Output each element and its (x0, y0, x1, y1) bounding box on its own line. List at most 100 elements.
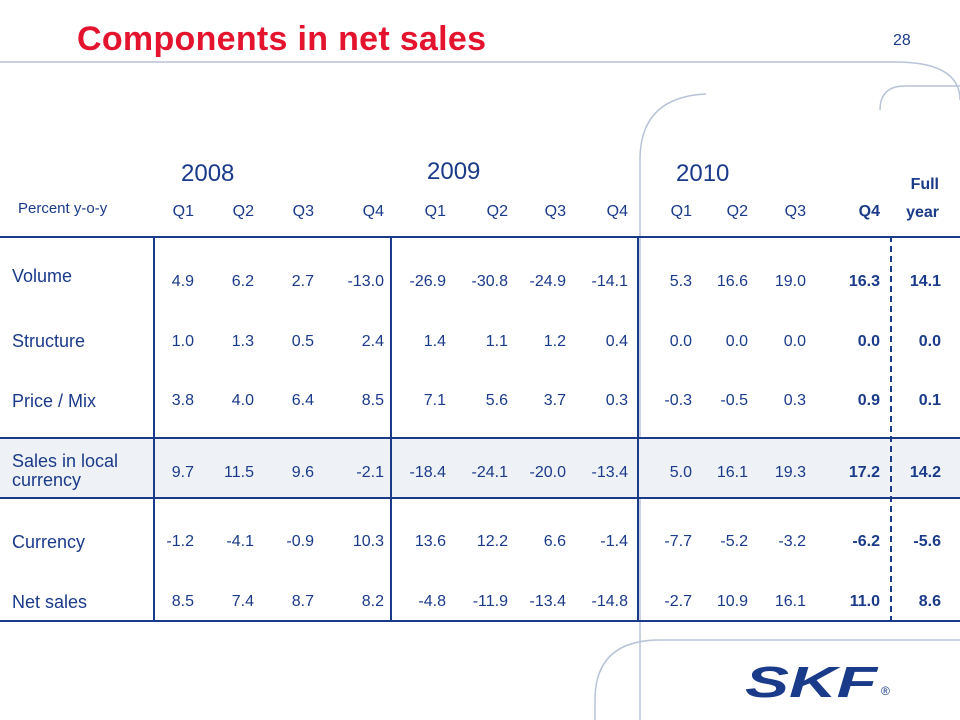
full-year-header-line2: year (906, 204, 939, 221)
header-rule (0, 236, 960, 238)
table-cell: -0.3 (664, 392, 692, 409)
full-year-cell: 0.0 (918, 333, 941, 350)
row-label-price-mix: Price / Mix (12, 391, 97, 411)
table-cell: 7.4 (231, 593, 254, 610)
table-cell: -13.4 (529, 593, 566, 610)
table-cell: 0.0 (857, 333, 880, 350)
table-cell: 5.6 (485, 392, 508, 409)
table-cell: -2.1 (356, 464, 384, 481)
rule-above-sales-local (0, 437, 960, 439)
table-cell: 0.0 (783, 333, 806, 350)
table-cell: 11.0 (849, 593, 880, 610)
table-cell: 19.0 (774, 273, 806, 290)
quarter-header: Q3 (292, 203, 314, 220)
full-year-cell: 14.2 (909, 464, 941, 481)
quarter-header: Q1 (172, 203, 194, 220)
row-highlight (0, 438, 960, 498)
full-year-cell: 8.6 (918, 593, 941, 610)
table-cell: 16.3 (848, 273, 880, 290)
table-cell: 4.9 (171, 273, 194, 290)
table-cell: 1.3 (231, 333, 254, 350)
quarter-header: Q2 (486, 203, 508, 220)
quarter-header: Q3 (544, 203, 566, 220)
quarter-header: Q4 (362, 203, 384, 220)
table-cell: 0.5 (291, 333, 314, 350)
table-cell: 9.7 (171, 464, 194, 481)
page-number: 28 (893, 32, 911, 49)
slide-title: Components in net sales (77, 20, 487, 58)
year-header-2010: 2010 (676, 160, 730, 187)
table-cell: -13.4 (591, 464, 628, 481)
quarter-header: Q4 (606, 203, 628, 220)
table-cell: 5.3 (669, 273, 692, 290)
table-cell: -4.8 (418, 593, 446, 610)
table-cell: 9.6 (291, 464, 314, 481)
table-cell: 1.4 (423, 333, 446, 350)
table-cell: 1.0 (171, 333, 194, 350)
row-label-volume: Volume (12, 266, 73, 286)
rule-below-sales-local (0, 497, 960, 499)
full-year-cell: -5.6 (913, 533, 941, 550)
quarter-header: Q1 (424, 203, 446, 220)
table-cell: -1.4 (600, 533, 628, 550)
table-cell: 4.0 (231, 392, 254, 409)
year-header-2009: 2009 (427, 158, 481, 185)
table-cell: -7.7 (664, 533, 692, 550)
table-cell: 10.3 (352, 533, 384, 550)
table-cell: 1.1 (485, 333, 508, 350)
table-cell: -4.1 (226, 533, 254, 550)
row-label-currency: Currency (12, 532, 86, 552)
quarter-header: Q2 (232, 203, 254, 220)
row-label-sales-local-currency: Sales in local currency (12, 451, 119, 490)
table-cell: 3.8 (171, 392, 194, 409)
skf-logo-text: SKF (745, 663, 879, 703)
table-cell: -5.2 (720, 533, 748, 550)
table-cell: 17.2 (848, 464, 880, 481)
table-cell: -11.9 (472, 593, 508, 610)
table-cell: -24.9 (529, 273, 566, 290)
unit-label: Percent y-o-y (18, 200, 108, 217)
table-cell: -13.0 (347, 273, 384, 290)
skf-logo: SKF ® (745, 663, 890, 703)
full-year-cell: 0.1 (918, 392, 941, 409)
year-header-2008: 2008 (181, 160, 235, 187)
table-cell: 16.6 (716, 273, 748, 290)
table-cell: 1.2 (543, 333, 566, 350)
table-cell: 6.4 (291, 392, 314, 409)
full-year-header-line1: Full (910, 176, 939, 193)
skf-registered-mark: ® (881, 684, 890, 698)
table-cell: 8.5 (361, 392, 384, 409)
table-cell: 0.0 (725, 333, 748, 350)
table-cell: -26.9 (409, 273, 446, 290)
full-year-cell: 14.1 (909, 273, 941, 290)
quarter-header: Q3 (784, 203, 806, 220)
table-cell: 11.5 (224, 464, 254, 481)
quarter-header: Q1 (670, 203, 692, 220)
table-cell: -0.5 (720, 392, 748, 409)
table-cell: 6.6 (543, 533, 566, 550)
table-cell: 2.4 (361, 333, 384, 350)
quarter-header: Q2 (726, 203, 748, 220)
table-cell: -2.7 (664, 593, 692, 610)
table-cell: 19.3 (774, 464, 806, 481)
table-cell: -20.0 (529, 464, 566, 481)
table-cell: 10.9 (716, 593, 748, 610)
table-cell: 0.3 (605, 392, 628, 409)
table-cell: 8.7 (291, 593, 314, 610)
divider-2010 (637, 236, 639, 622)
row-label-structure: Structure (12, 331, 86, 351)
table-cell: -14.8 (591, 593, 628, 610)
divider-full-year (890, 236, 892, 622)
table-cell: 16.1 (716, 464, 748, 481)
table-cell: -14.1 (591, 273, 628, 290)
table-cell: 6.2 (231, 273, 254, 290)
table-cell: -1.2 (166, 533, 194, 550)
table-cell: -3.2 (778, 533, 806, 550)
table-cell: -6.2 (852, 533, 880, 550)
table-cell: 5.0 (669, 464, 692, 481)
table-cell: 3.7 (543, 392, 566, 409)
table-cell: 2.7 (291, 273, 314, 290)
table-cell: 0.4 (605, 333, 628, 350)
table-cell: 12.2 (476, 533, 508, 550)
